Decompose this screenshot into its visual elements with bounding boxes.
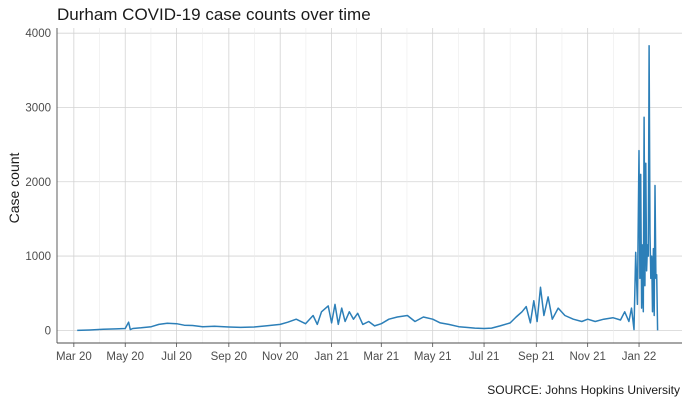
y-tick-label: 4000 bbox=[25, 28, 51, 40]
x-tick-label: Sep 21 bbox=[518, 351, 554, 363]
x-tick-label: Nov 20 bbox=[262, 351, 298, 363]
tick-labels: 0 1000 2000 3000 4000 Mar 20 May 20 Jul 20 Sep 2… bbox=[25, 28, 656, 363]
x-tick-label: Jul 21 bbox=[469, 351, 500, 363]
x-tick-label: May 21 bbox=[414, 351, 452, 363]
y-tick-label: 3000 bbox=[25, 102, 51, 114]
x-tick-label: Jul 20 bbox=[161, 351, 192, 363]
x-tick-label: Jan 21 bbox=[314, 351, 349, 363]
chart-title: Durham COVID-19 case counts over time bbox=[57, 5, 371, 24]
x-tick-label: Sep 20 bbox=[211, 351, 247, 363]
series-layer bbox=[77, 45, 659, 332]
x-tick-label: Mar 21 bbox=[363, 351, 399, 363]
x-tick-label: Nov 21 bbox=[569, 351, 605, 363]
x-tick-label: Jan 22 bbox=[622, 351, 657, 363]
x-tick-label: May 20 bbox=[106, 351, 144, 363]
x-tick-label: Mar 20 bbox=[56, 351, 92, 363]
y-tick-label: 2000 bbox=[25, 177, 51, 189]
series-line bbox=[77, 45, 659, 332]
y-axis-title: Case count bbox=[6, 152, 22, 223]
axes bbox=[56, 28, 682, 347]
source-note: SOURCE: Johns Hopkins University bbox=[487, 383, 680, 397]
y-tick-label: 0 bbox=[45, 325, 51, 337]
y-tick-label: 1000 bbox=[25, 251, 51, 263]
gridlines bbox=[57, 28, 682, 343]
